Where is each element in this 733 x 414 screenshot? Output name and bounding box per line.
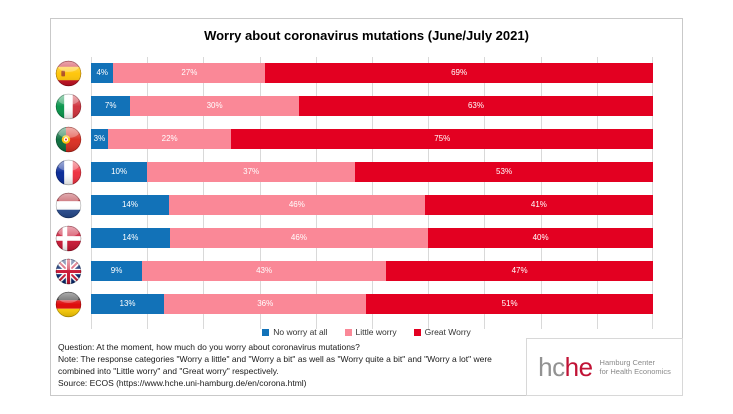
- bar-segment: 10%: [91, 162, 148, 182]
- footer-question: Question: At the moment, how much do you…: [58, 342, 360, 352]
- bar-segment: 47%: [386, 261, 653, 281]
- legend-swatch-icon: [344, 328, 352, 336]
- bar-row-germany: 13% 36% 51%: [91, 294, 653, 314]
- flag-portugal-icon: [55, 126, 82, 153]
- hche-logo-red-part: he: [564, 352, 593, 382]
- flag-france-icon: [55, 159, 82, 186]
- bar-row-france: 10% 37% 53%: [91, 162, 653, 182]
- bar-row-portugal: 3% 22% 75%: [91, 129, 653, 149]
- bar-segment: 14%: [91, 195, 169, 215]
- legend-item: Little worry: [344, 327, 397, 337]
- bar-row-denmark: 14% 46% 40%: [91, 228, 653, 248]
- legend-label: No worry at all: [273, 327, 328, 337]
- flag-netherlands-icon: [55, 192, 82, 219]
- bar-segment: 46%: [168, 195, 425, 215]
- bar-segment: 46%: [169, 228, 429, 248]
- bar-segment: 53%: [355, 162, 653, 182]
- legend-label: Great Worry: [424, 327, 471, 337]
- hche-logo-subtitle-line2: for Health Economics: [599, 367, 671, 376]
- chart-title: Worry about coronavirus mutations (June/…: [204, 28, 529, 43]
- bar-segment: 30%: [130, 96, 299, 116]
- bar-segment: 69%: [265, 63, 653, 83]
- bar-segment: 7%: [91, 96, 131, 116]
- gridline-20pct: [203, 57, 205, 329]
- bar-segment: 13%: [91, 294, 165, 314]
- legend: No worry at all Little worry Great Worry: [51, 327, 682, 337]
- bar-segment: 37%: [147, 162, 356, 182]
- legend-item: No worry at all: [262, 327, 328, 337]
- bar-row-spain: 4% 27% 69%: [91, 63, 653, 83]
- bar-segment: 51%: [366, 294, 653, 314]
- gridline-90pct: [596, 57, 598, 329]
- bar-segment: 27%: [113, 63, 266, 83]
- bar-rows: 4% 27% 69% 7% 30% 63% 3% 22% 75% 10% 37% 53% 14% 46% 4…: [91, 57, 653, 329]
- bar-segment: 9%: [91, 261, 143, 281]
- plot-area: 4% 27% 69% 7% 30% 63% 3% 22% 75% 10% 37% 53% 14% 46% 4…: [91, 57, 653, 329]
- hche-logo: hche Hamburg Center for Health Economics: [526, 338, 683, 396]
- chart-card: Worry about coronavirus mutations (June/…: [50, 18, 683, 396]
- gridline-60pct: [428, 57, 430, 329]
- gridline-100pct: [652, 57, 653, 329]
- flag-spain-icon: [55, 60, 82, 87]
- bar-segment: 14%: [91, 228, 170, 248]
- footer-note-line1: Note: The response categories "Worry a l…: [58, 354, 492, 364]
- gridline-0pct: [91, 57, 92, 329]
- gridline-80pct: [540, 57, 542, 329]
- hche-logo-gray-part: hc: [538, 352, 565, 382]
- gridline-70pct: [484, 57, 486, 329]
- bar-segment: 22%: [107, 129, 232, 149]
- gridline-10pct: [147, 57, 149, 329]
- bar-row-uk: 9% 43% 47%: [91, 261, 653, 281]
- bar-segment: 3%: [91, 129, 108, 149]
- flag-germany-icon: [55, 291, 82, 318]
- bar-row-italy: 7% 30% 63%: [91, 96, 653, 116]
- flag-denmark-icon: [55, 225, 82, 252]
- legend-swatch-icon: [262, 328, 270, 336]
- hche-logo-subtitle-line1: Hamburg Center: [599, 358, 655, 367]
- bar-segment: 36%: [164, 294, 367, 314]
- flag-italy-icon: [55, 93, 82, 120]
- legend-swatch-icon: [413, 328, 421, 336]
- gridline-50pct: [372, 57, 373, 329]
- bar-segment: 4%: [91, 63, 114, 83]
- gridline-30pct: [259, 57, 261, 329]
- bar-segment: 63%: [298, 96, 653, 116]
- flag-uk-icon: [55, 258, 82, 285]
- bar-segment: 40%: [428, 228, 653, 248]
- legend-item: Great Worry: [413, 327, 471, 337]
- footer-notes: Question: At the moment, how much do you…: [58, 341, 492, 389]
- hche-logo-word: hche: [538, 352, 593, 382]
- gridline-40pct: [315, 57, 317, 329]
- bar-segment: 43%: [142, 261, 387, 281]
- bar-segment: 75%: [231, 129, 653, 149]
- hche-logo-subtitle: Hamburg Center for Health Economics: [600, 358, 671, 376]
- footer-note-line2: combined into "Little worry" and "Great …: [58, 366, 279, 376]
- bar-row-netherlands: 14% 46% 41%: [91, 195, 653, 215]
- legend-label: Little worry: [355, 327, 397, 337]
- bar-segment: 41%: [424, 195, 653, 215]
- footer-source: Source: ECOS (https://www.hche.uni-hambu…: [58, 378, 307, 388]
